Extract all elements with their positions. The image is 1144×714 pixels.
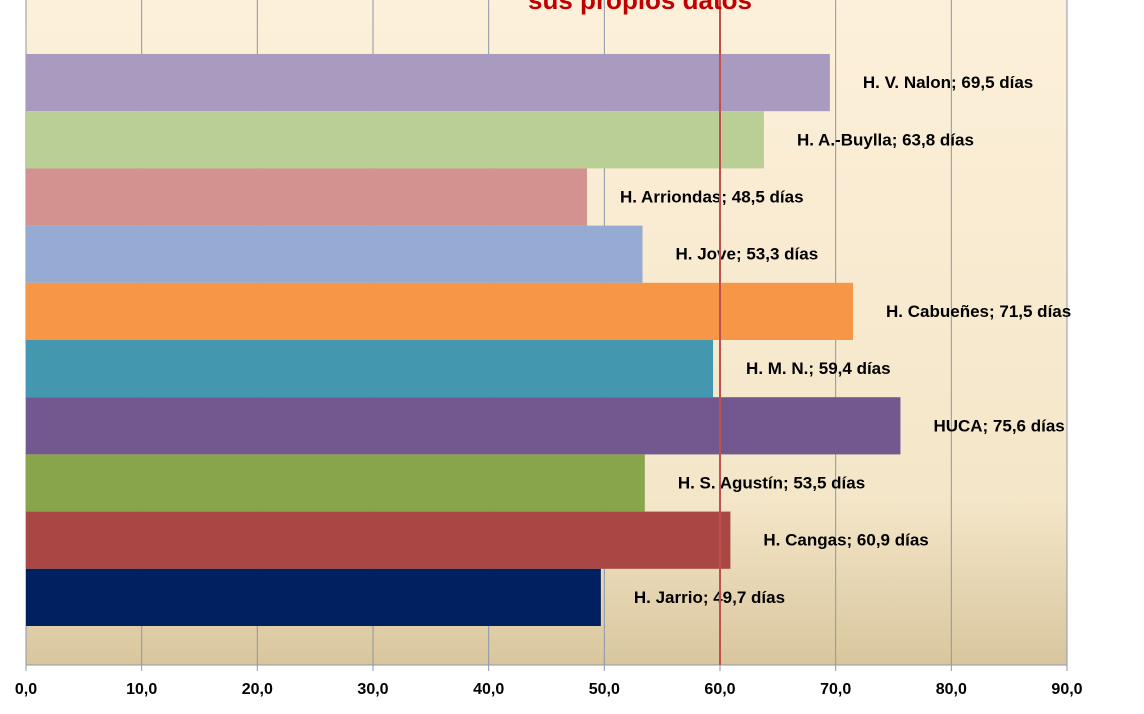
x-tick-label: 30,0 — [357, 681, 388, 698]
data-label: H. Cangas; 60,9 días — [763, 531, 928, 550]
x-tick-label: 40,0 — [473, 681, 504, 698]
x-tick-label: 90,0 — [1051, 681, 1082, 698]
x-tick-label: 80,0 — [936, 681, 967, 698]
bar — [26, 454, 645, 512]
data-label: H. Jarrio; 49,7 días — [634, 588, 785, 607]
data-label: H. A.-Buylla; 63,8 días — [797, 130, 974, 149]
data-label: H. Jove; 53,3 días — [676, 245, 819, 264]
chart-title: sus propios datos — [528, 0, 752, 15]
x-tick-label: 50,0 — [589, 681, 620, 698]
data-label: H. Cabueñes; 71,5 días — [886, 302, 1071, 321]
data-label: H. V. Nalon; 69,5 días — [863, 73, 1033, 92]
x-tick-label: 0,0 — [15, 681, 37, 698]
bar — [26, 111, 764, 169]
bar — [26, 282, 854, 340]
x-tick-label: 20,0 — [242, 681, 273, 698]
bar — [26, 511, 731, 569]
data-label: HUCA; 75,6 días — [933, 416, 1064, 435]
data-label: H. S. Agustín; 53,5 días — [678, 473, 865, 492]
bar — [26, 340, 714, 398]
x-tick-label: 70,0 — [820, 681, 851, 698]
bar — [26, 54, 830, 112]
bar — [26, 397, 901, 455]
bar — [26, 568, 601, 626]
x-tick-label: 10,0 — [126, 681, 157, 698]
bar — [26, 168, 587, 226]
x-tick-label: 60,0 — [704, 681, 735, 698]
bar — [26, 225, 643, 283]
data-label: H. Arriondas; 48,5 días — [620, 187, 804, 206]
data-label: H. M. N.; 59,4 días — [746, 359, 891, 378]
